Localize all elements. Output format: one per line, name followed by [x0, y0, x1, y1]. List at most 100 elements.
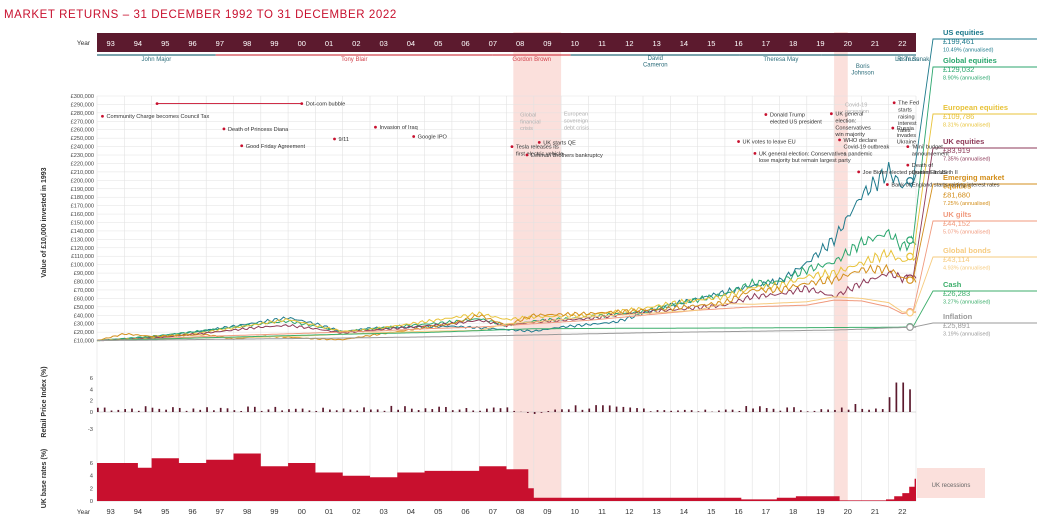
- year-label-bottom: 13: [652, 507, 660, 516]
- main-ytick-label: £60,000: [74, 296, 94, 302]
- year-label-bottom: 05: [434, 507, 442, 516]
- rpi-bar: [172, 407, 174, 412]
- year-label-top: 04: [407, 39, 415, 48]
- rpi-bar: [909, 389, 911, 412]
- event-label: WHO declare: [844, 138, 878, 144]
- rpi-bar: [881, 409, 884, 412]
- event-label: Global: [520, 113, 536, 119]
- main-ytick-label: £290,000: [71, 102, 94, 108]
- series-label-name: Global bonds: [943, 246, 991, 255]
- rpi-bar: [219, 407, 222, 412]
- rpi-bar: [643, 408, 645, 412]
- series-label-annual: 10.49% (annualised): [943, 48, 994, 54]
- rpi-bar: [533, 412, 536, 414]
- main-ytick-label: £170,000: [71, 204, 94, 210]
- event-label: announcement: [912, 151, 949, 157]
- event-label: election:: [835, 119, 856, 125]
- series-label-value: £109,786: [943, 112, 974, 121]
- event-dot: [510, 145, 514, 149]
- rpi-bar: [110, 410, 113, 412]
- rpi-bar: [540, 412, 543, 413]
- rpi-bar: [335, 410, 338, 412]
- main-ytick-label: £20,000: [74, 330, 94, 336]
- year-label-bottom: 19: [816, 507, 824, 516]
- event-label: interest: [898, 121, 917, 127]
- main-ytick-label: £120,000: [71, 246, 94, 252]
- series-label-annual: 3.27% (annualised): [943, 300, 991, 306]
- event-label: Death of Princess Diana: [228, 127, 289, 133]
- main-ytick-label: £230,000: [71, 153, 94, 159]
- rpi-bar: [397, 409, 399, 412]
- event-label: UK votes to leave EU: [743, 140, 796, 146]
- event-label: financial: [520, 119, 541, 125]
- pm-label: Boris: [856, 64, 870, 70]
- series-label-name: UK gilts: [943, 210, 971, 219]
- series-label-name: Global equities: [943, 56, 997, 65]
- series-end-marker: [906, 323, 914, 331]
- rpi-bar: [554, 409, 556, 412]
- main-ytick-label: £10,000: [74, 339, 94, 345]
- rpi-bar: [513, 410, 516, 412]
- series-label-value: £129,032: [943, 65, 974, 74]
- event-label: Covid-19 outbreak: [844, 145, 890, 151]
- rpi-bar: [117, 409, 120, 412]
- main-ytick-label: £220,000: [71, 161, 94, 167]
- year-label-bottom: 18: [789, 507, 797, 516]
- event-dot: [155, 102, 159, 105]
- rpi-bar: [233, 410, 236, 412]
- series-label-annual: 7.35% (annualised): [943, 157, 991, 163]
- series-leader-line: [912, 290, 1037, 328]
- year-label-bottom: 16: [734, 507, 742, 516]
- event-dot: [892, 101, 896, 105]
- year-label-top: 99: [270, 39, 278, 48]
- event-label: Conservatives: [835, 125, 871, 131]
- rpi-bar: [806, 411, 809, 412]
- rpi-ylabel: Retail Price Index (%): [41, 366, 48, 437]
- pm-label: Johnson: [851, 71, 874, 77]
- year-label-top: 11: [598, 39, 606, 48]
- year-label-top: 05: [434, 39, 442, 48]
- event-label: UK starts QE: [543, 140, 576, 146]
- pm-label: Gordon Brown: [512, 57, 551, 63]
- rpi-bar: [861, 408, 864, 412]
- year-label-bottom: 10: [571, 507, 579, 516]
- year-label-bottom: 17: [762, 507, 770, 516]
- event-dot: [525, 153, 529, 157]
- rpi-bar: [294, 408, 297, 412]
- event-label: Good Friday Agreement: [246, 144, 306, 150]
- rpi-bar: [151, 407, 154, 412]
- year-label-bottom: 21: [871, 507, 879, 516]
- rpi-bar: [847, 409, 850, 412]
- rpi-bar: [697, 411, 700, 412]
- year-label-bottom: 95: [161, 507, 169, 516]
- event-label: The Fed: [898, 101, 919, 107]
- rpi-bar: [581, 409, 584, 412]
- event-label: Russia: [897, 126, 915, 132]
- event-label: a pandemic: [844, 151, 873, 157]
- event-label: Queen Elizabeth II: [912, 170, 958, 176]
- year-label-bottom: 04: [407, 507, 415, 516]
- rpi-bar: [322, 407, 324, 412]
- main-ytick-label: £70,000: [74, 288, 94, 294]
- rpi-bar: [759, 406, 761, 412]
- year-label-top: 12: [625, 39, 633, 48]
- main-ytick-label: £160,000: [71, 212, 94, 218]
- rpi-bar: [240, 410, 243, 412]
- rpi-bar: [588, 408, 591, 412]
- year-label-bottom: 09: [543, 507, 551, 516]
- event-label: Death of: [912, 163, 934, 169]
- rpi-bar: [526, 412, 529, 413]
- series-end-marker: [906, 276, 914, 284]
- rpi-bar: [165, 409, 167, 412]
- event-label: invades: [897, 133, 916, 139]
- rpi-bar: [274, 406, 277, 412]
- rpi-bar: [690, 410, 693, 412]
- event-dot: [906, 163, 910, 167]
- event-dot: [838, 138, 841, 142]
- series-leader-line: [912, 66, 1037, 241]
- series-label-annual: 7.25% (annualised): [943, 201, 991, 207]
- rpi-bar: [103, 407, 106, 412]
- event-label: Ukraine: [897, 140, 916, 146]
- rpi-bar: [854, 404, 857, 412]
- year-label-top: 15: [707, 39, 715, 48]
